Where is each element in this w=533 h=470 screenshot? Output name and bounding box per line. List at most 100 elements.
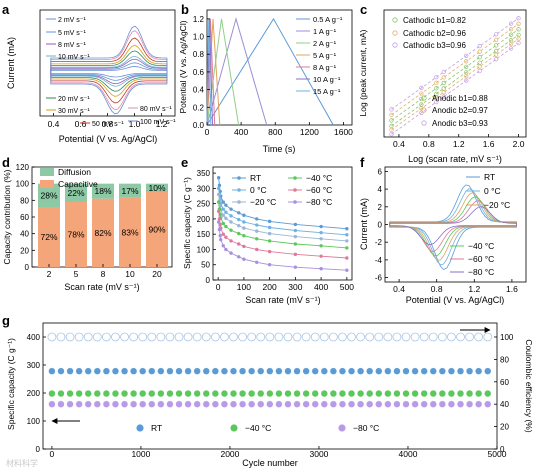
ce-point bbox=[174, 332, 184, 342]
ce-point bbox=[419, 332, 429, 342]
ce-point bbox=[138, 332, 148, 342]
data-point bbox=[255, 229, 259, 233]
data-point bbox=[229, 207, 233, 211]
bar-capacitive bbox=[146, 192, 168, 267]
y-tick-label: 300 bbox=[197, 184, 211, 193]
y-tick-label: 80 bbox=[20, 196, 29, 205]
capacity-point bbox=[411, 400, 419, 408]
capacity-point bbox=[311, 400, 319, 408]
y-tick-label: 100 bbox=[27, 417, 41, 426]
x-tick-label: 0 bbox=[205, 127, 210, 137]
y-tick-label: 0 bbox=[378, 221, 383, 230]
bars-d: 72% 28% 78% 22% 82% 18% 83% 17% 90% 10% bbox=[38, 183, 168, 267]
data-point bbox=[464, 74, 469, 79]
capacity-point bbox=[266, 400, 274, 408]
legend-label: 8 mV s⁻¹ bbox=[58, 42, 86, 49]
capacity-point bbox=[238, 400, 247, 408]
x-tick-label: 5000 bbox=[488, 449, 507, 459]
ce-point bbox=[483, 332, 493, 342]
capacity-point bbox=[84, 389, 92, 398]
legend-label: 30 mV s⁻¹ bbox=[58, 108, 90, 115]
data-point bbox=[434, 86, 439, 91]
x-tick-label: 1.6 bbox=[483, 139, 495, 149]
y-tick-label: 250 bbox=[197, 200, 211, 209]
legend-marker bbox=[338, 424, 346, 432]
x-axis-label-c: Log (scan rate, mV s⁻¹) bbox=[408, 154, 502, 164]
capacity-point bbox=[347, 400, 356, 408]
ce-point bbox=[292, 332, 302, 342]
data-point bbox=[434, 80, 439, 85]
capacity-point bbox=[111, 389, 120, 398]
capacity-point bbox=[211, 400, 219, 408]
capacity-point bbox=[366, 367, 374, 375]
x-tick-label: 100 bbox=[237, 282, 251, 292]
x-tick-label: 400 bbox=[314, 282, 328, 292]
data-point bbox=[441, 69, 446, 75]
panel-b: b 0 400 800 1200 1600 0.0 0.2 0.4 0.6 0.8 1.0 1.2 T… bbox=[178, 2, 353, 154]
plot-frame-f bbox=[384, 166, 527, 283]
capacity-point bbox=[266, 389, 274, 398]
data-point bbox=[434, 75, 439, 80]
capacity-point bbox=[429, 367, 437, 375]
data-point bbox=[345, 239, 349, 243]
data-point bbox=[441, 90, 446, 95]
x-tick-label: 3000 bbox=[309, 449, 328, 459]
y-tick-label: 0.2 bbox=[193, 103, 205, 112]
b-value-labels-c: Cathodic b1=0.82 Cathodic b2=0.96 Cathodic… bbox=[392, 16, 488, 128]
y-tick-label: 120 bbox=[16, 163, 30, 172]
data-point bbox=[224, 235, 228, 239]
data-point bbox=[255, 217, 259, 221]
x-axis-label-b: Time (s) bbox=[263, 144, 296, 154]
x-ticks-a: 0.4 0.6 0.8 1.0 1.2 bbox=[48, 113, 168, 129]
data-point bbox=[319, 267, 323, 271]
legend-label: 1 A g⁻¹ bbox=[313, 27, 337, 36]
capacity-point bbox=[402, 367, 410, 375]
y2-tick-label: 20 bbox=[500, 423, 509, 432]
y-tick-label: 60 bbox=[20, 213, 29, 222]
data-point bbox=[229, 251, 233, 255]
data-point bbox=[216, 209, 221, 213]
capacity-point bbox=[84, 367, 92, 375]
data-point bbox=[224, 247, 228, 252]
plot-frame-g bbox=[42, 322, 498, 450]
watermark: 材料科学 bbox=[6, 458, 38, 468]
ce-point bbox=[220, 332, 229, 342]
capacity-point bbox=[293, 389, 301, 398]
legend-label: −40 °C bbox=[245, 423, 271, 433]
diffusion-value-label: 22% bbox=[67, 188, 84, 198]
capacity-point bbox=[202, 400, 210, 408]
data-point bbox=[389, 107, 394, 112]
b-value-label: Anodic b2=0.97 bbox=[432, 106, 488, 115]
x-tick-label: 300 bbox=[288, 282, 302, 292]
capacity-point bbox=[420, 367, 428, 375]
capacity-point bbox=[184, 389, 192, 398]
legend-label: 20 mV s⁻¹ bbox=[58, 96, 90, 103]
y-tick-label: 20 bbox=[20, 246, 29, 255]
ticks-f: 0.4 0.8 1.2 1.6 -6 -4 -2 0 2 4 6 bbox=[375, 167, 518, 294]
capacity-point bbox=[311, 389, 319, 398]
data-point bbox=[255, 237, 259, 241]
data-point bbox=[477, 64, 482, 69]
capacity-point bbox=[320, 367, 328, 375]
capacity-point bbox=[148, 389, 156, 398]
ce-point bbox=[238, 332, 247, 342]
y-axis-label-g: Specific capacity (C g⁻¹) bbox=[6, 338, 16, 430]
x-tick-label: 1.2 bbox=[453, 139, 465, 149]
capacity-point bbox=[193, 400, 201, 408]
data-point bbox=[237, 223, 241, 228]
data-point bbox=[493, 48, 499, 54]
x-tick-label: 1.0 bbox=[129, 119, 141, 129]
data-point bbox=[218, 234, 222, 238]
ce-point bbox=[319, 332, 329, 342]
ticks-g: 0 1000 2000 3000 4000 50000100200300400020406… bbox=[27, 333, 514, 459]
data-point bbox=[242, 244, 246, 249]
capacity-point bbox=[266, 367, 274, 375]
gcd-curve bbox=[206, 16, 268, 126]
capacity-point bbox=[184, 367, 192, 375]
cv-curves-f bbox=[389, 184, 517, 270]
legend-marker bbox=[293, 176, 297, 180]
y-axis-label-c: Log (peak current, mA) bbox=[358, 29, 368, 116]
capacity-point bbox=[456, 389, 465, 398]
capacity-point bbox=[211, 389, 219, 398]
panel-g: g 0 1000 2000 3000 4000 500001002003004000204… bbox=[2, 313, 533, 468]
